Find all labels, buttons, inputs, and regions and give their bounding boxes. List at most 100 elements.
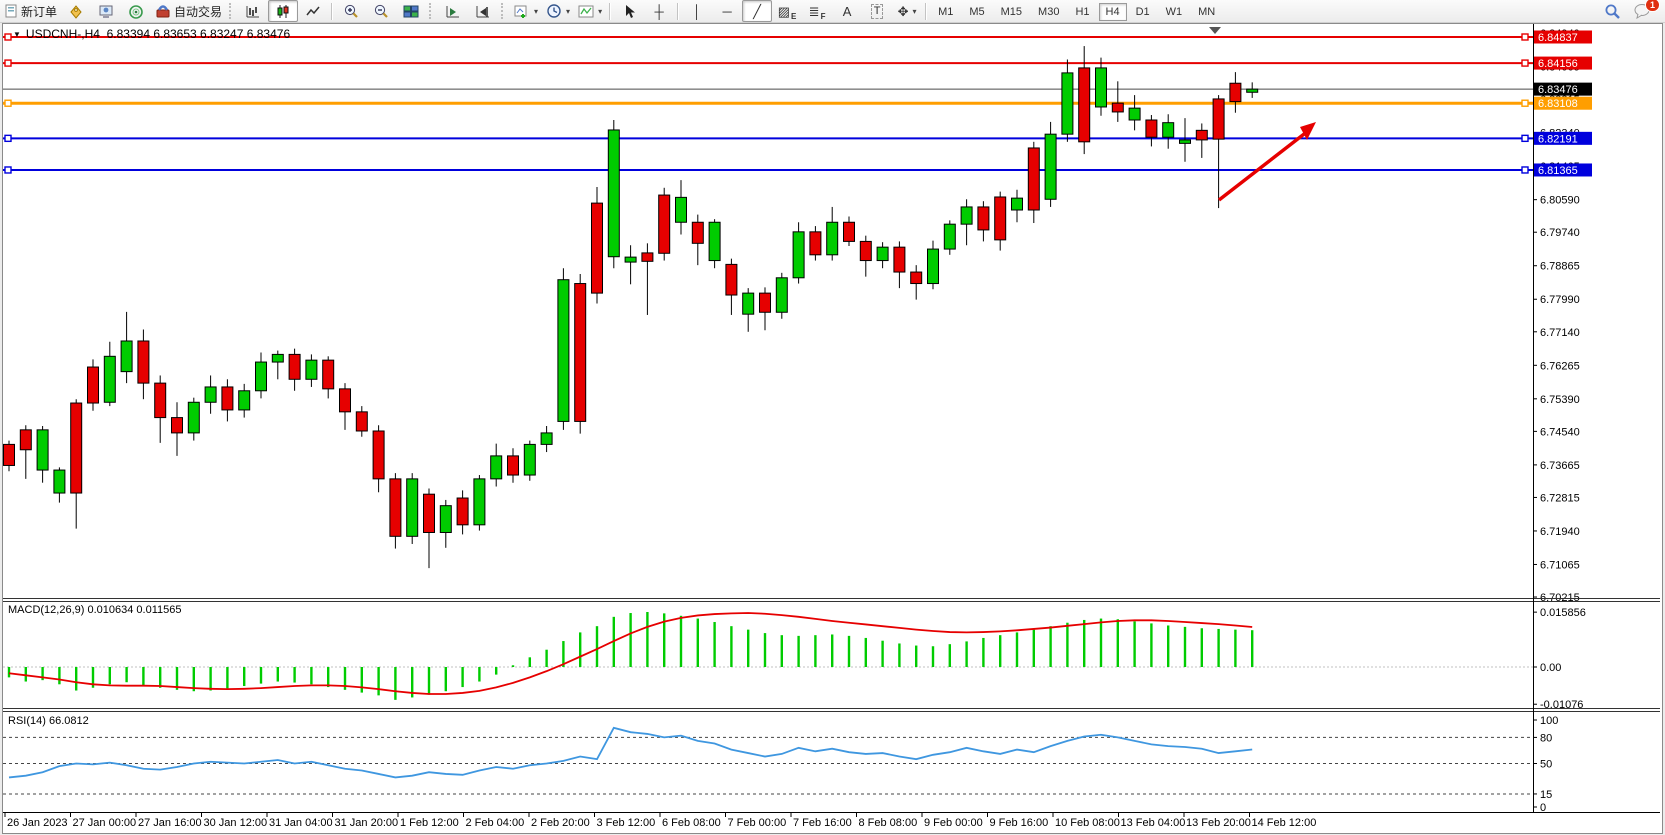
svg-text:10 Feb 08:00: 10 Feb 08:00 xyxy=(1055,817,1120,829)
symbol-dropdown-icon[interactable]: ▼ xyxy=(13,30,21,39)
svg-text:100: 100 xyxy=(1540,715,1558,727)
svg-text:14 Feb 12:00: 14 Feb 12:00 xyxy=(1252,817,1317,829)
dropdown-caret-icon: ▾ xyxy=(566,6,571,16)
text-tool-button[interactable]: A xyxy=(832,0,862,22)
bar-chart-button[interactable] xyxy=(238,0,268,22)
price-axis: 6.849406.840656.832156.823406.814656.805… xyxy=(1533,28,1580,604)
template-icon xyxy=(578,5,594,17)
timeframe-H4[interactable]: H4 xyxy=(1098,3,1127,21)
timeframe-group: M1 M5 M15 M30 H1 H4 D1 W1 MN xyxy=(930,3,1223,21)
fibonacci-icon: ≣ xyxy=(808,3,820,19)
timeframe-M1[interactable]: M1 xyxy=(938,6,954,18)
trend-arrow-annotation[interactable] xyxy=(1217,122,1316,202)
toolbar-separator xyxy=(677,2,680,20)
vertical-line-icon: │ xyxy=(693,3,702,19)
timeframe-M5[interactable]: M5 xyxy=(969,6,985,18)
svg-text:-0.01076: -0.01076 xyxy=(1540,699,1583,711)
chart-shift-icon xyxy=(476,5,490,17)
svg-text:27 Jan 16:00: 27 Jan 16:00 xyxy=(138,817,202,829)
new-order-icon xyxy=(5,4,17,18)
trendline-tool-button[interactable]: ╱ xyxy=(742,0,773,22)
svg-text:0.015856: 0.015856 xyxy=(1540,607,1586,619)
search-button[interactable] xyxy=(1597,0,1627,22)
dropdown-caret-icon: ▾ xyxy=(534,6,539,16)
svg-text:6.83476: 6.83476 xyxy=(1538,84,1578,96)
candlestick-chart-button[interactable] xyxy=(268,0,299,22)
timeframe-M15[interactable]: M15 xyxy=(1000,6,1023,18)
chart-shift-marker[interactable] xyxy=(1209,27,1221,34)
crosshair-tool-button[interactable]: ┼ xyxy=(644,0,674,22)
tile-windows-button[interactable] xyxy=(396,0,426,22)
market-watch-button[interactable] xyxy=(61,0,91,22)
chart-window[interactable]: ▼ USDCNH-,H4 6.83394 6.83653 6.83247 6.83… xyxy=(2,23,1663,834)
periods-button[interactable]: ▾ xyxy=(542,0,574,22)
cursor-icon xyxy=(626,4,636,18)
price-tag-icon xyxy=(70,4,82,19)
svg-text:2 Feb 20:00: 2 Feb 20:00 xyxy=(531,817,590,829)
svg-text:6.81365: 6.81365 xyxy=(1538,165,1578,177)
svg-text:7 Feb 16:00: 7 Feb 16:00 xyxy=(793,817,852,829)
svg-text:3 Feb 12:00: 3 Feb 12:00 xyxy=(597,817,656,829)
timeframe-MN[interactable]: MN xyxy=(1198,6,1216,18)
zoom-in-button[interactable] xyxy=(336,0,366,22)
zoom-out-button[interactable] xyxy=(366,0,396,22)
channel-icon: ▨ xyxy=(777,3,791,19)
timeframe-M30[interactable]: M30 xyxy=(1038,6,1060,18)
svg-text:30 Jan 12:00: 30 Jan 12:00 xyxy=(204,817,268,829)
line-chart-icon xyxy=(306,6,320,15)
fibonacci-sub-label: F xyxy=(820,12,826,21)
svg-text:0: 0 xyxy=(1540,802,1546,814)
auto-scroll-button[interactable] xyxy=(438,0,468,22)
text-label-icon: T xyxy=(870,3,884,19)
svg-text:7 Feb 00:00: 7 Feb 00:00 xyxy=(728,817,787,829)
rsi-pane: 100 80 50 150 RSI(14) 66.0812 xyxy=(3,715,1558,814)
svg-text:6.84156: 6.84156 xyxy=(1538,58,1578,70)
templates-button[interactable]: ▾ xyxy=(574,0,606,22)
svg-text:6 Feb 08:00: 6 Feb 08:00 xyxy=(662,817,721,829)
arrows-tool-button[interactable]: ✥ ▾ xyxy=(892,0,922,22)
svg-text:6.73665: 6.73665 xyxy=(1540,460,1580,472)
svg-text:50: 50 xyxy=(1540,759,1552,771)
clock-icon xyxy=(547,4,561,18)
fibonacci-tool-button[interactable]: ≣ F xyxy=(802,0,832,22)
svg-text:6.77990: 6.77990 xyxy=(1540,294,1580,306)
crosshair-icon: ┼ xyxy=(654,3,664,19)
auto-trading-button[interactable]: 自动交易 xyxy=(151,0,226,22)
timeframe-H1[interactable]: H1 xyxy=(1075,6,1090,18)
timeframe-W1[interactable]: W1 xyxy=(1165,6,1183,18)
indicators-icon xyxy=(514,5,527,18)
svg-text:6.76265: 6.76265 xyxy=(1540,360,1580,372)
text-label-tool-button[interactable]: T xyxy=(862,0,892,22)
horizontal-line-tool-button[interactable]: ─ xyxy=(712,0,742,22)
chart-symbol-period: USDCNH-,H4 xyxy=(25,27,100,41)
arrows-icon: ✥ xyxy=(897,3,909,19)
new-order-button[interactable]: 新订单 xyxy=(0,0,61,22)
cursor-tool-button[interactable] xyxy=(614,0,644,22)
chart-canvas[interactable]: 6.849406.840656.832156.823406.814656.805… xyxy=(3,24,1660,831)
chart-shift-button[interactable] xyxy=(468,0,498,22)
indicators-button[interactable]: ▾ xyxy=(510,0,542,22)
dropdown-caret-icon: ▾ xyxy=(912,6,917,16)
svg-text:27 Jan 00:00: 27 Jan 00:00 xyxy=(73,817,137,829)
svg-text:9 Feb 00:00: 9 Feb 00:00 xyxy=(924,817,983,829)
macd-label: MACD(12,26,9) 0.010634 0.011565 xyxy=(8,604,181,616)
candlestick-chart-icon xyxy=(277,4,289,18)
svg-text:13 Feb 04:00: 13 Feb 04:00 xyxy=(1121,817,1186,829)
svg-text:9 Feb 16:00: 9 Feb 16:00 xyxy=(990,817,1049,829)
svg-text:6.84837: 6.84837 xyxy=(1538,32,1578,44)
svg-text:6.72815: 6.72815 xyxy=(1540,492,1580,504)
notifications-button[interactable]: 1 xyxy=(1627,0,1660,22)
toolbar-grip xyxy=(429,3,434,19)
toolbar-right-tools: 1 xyxy=(1597,0,1660,22)
svg-text:80: 80 xyxy=(1540,732,1552,744)
channel-tool-button[interactable]: ▨ E xyxy=(772,0,802,22)
timeframe-D1[interactable]: D1 xyxy=(1135,6,1150,18)
navigator-button[interactable] xyxy=(121,0,151,22)
tile-windows-icon xyxy=(403,5,419,17)
data-window-button[interactable] xyxy=(91,0,121,22)
new-order-label: 新订单 xyxy=(21,4,58,19)
svg-text:6.74540: 6.74540 xyxy=(1540,426,1580,438)
vertical-line-tool-button[interactable]: │ xyxy=(682,0,712,22)
time-axis[interactable]: 26 Jan 2023 27 Jan 00:00 27 Jan 16:00 30 Ja… xyxy=(3,812,1660,829)
line-chart-button[interactable] xyxy=(298,0,328,22)
